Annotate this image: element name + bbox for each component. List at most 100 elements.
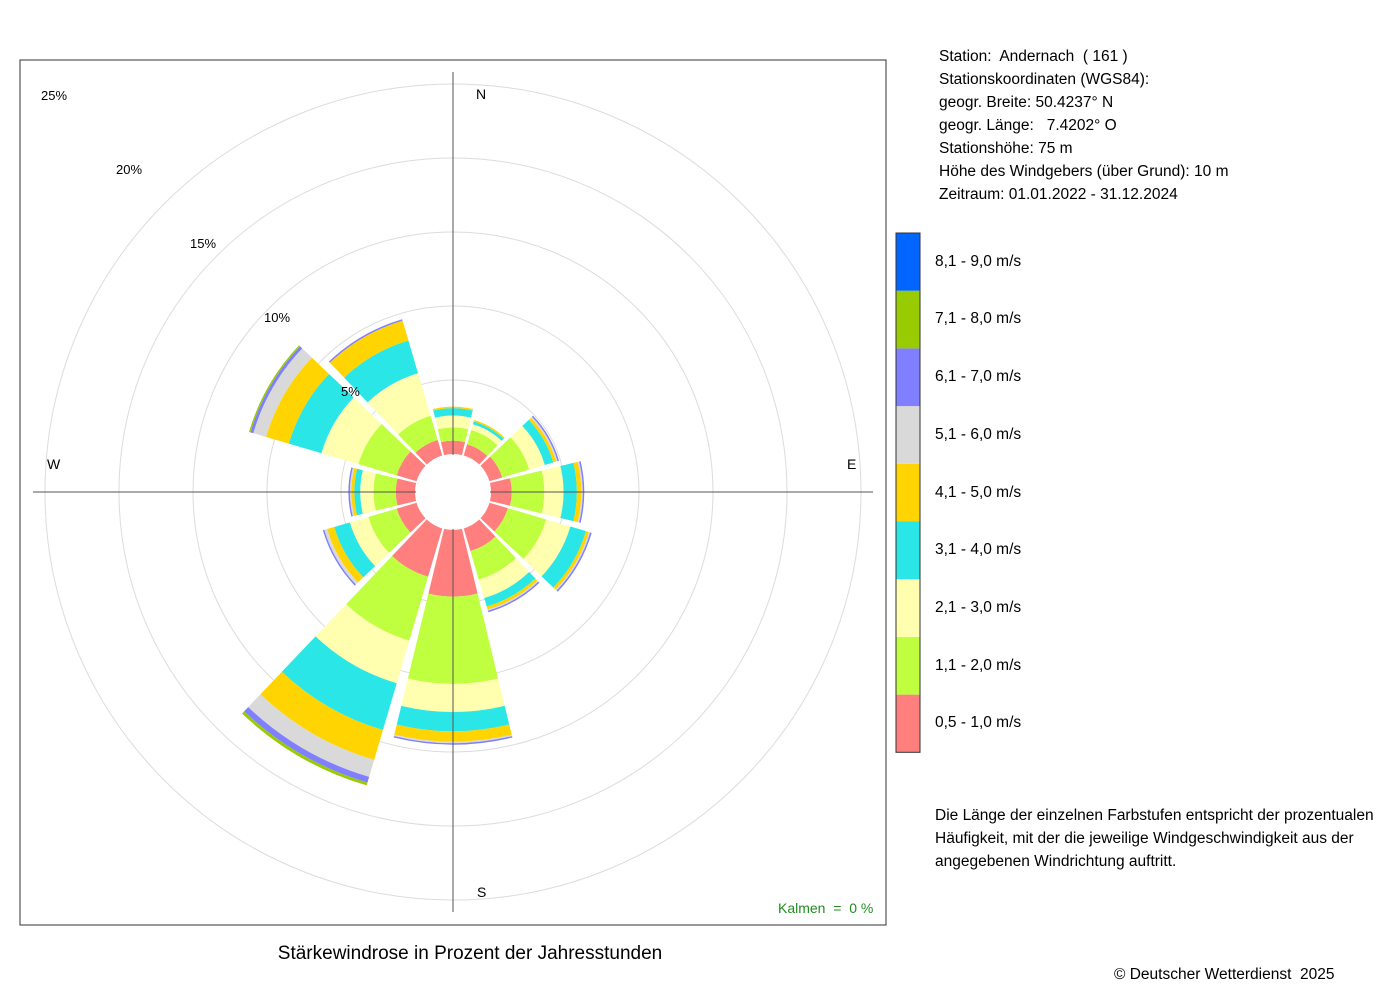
wedge-ene-class-2 [490,437,530,478]
wedge-wsw-class-3 [349,516,390,567]
legend-label-class-8: 7,1 - 8,0 m/s [935,310,1022,327]
wedge-w-class-7 [348,467,353,517]
explanation-note: Die Länge der einzelnen Farbstufen entsp… [935,807,1374,870]
compass-label-s: S [477,884,487,900]
wedge-nne-class-5 [473,420,505,439]
wedge-wnw-class-4 [288,373,354,454]
wedge-ssw-class-1 [392,519,443,577]
compass-label-n: N [476,86,487,102]
wedge-sse-class-6 [487,580,539,611]
wedge-nnw-class-1 [415,439,443,465]
wedge-nne-class-1 [463,444,488,465]
compass-label-w: W [47,456,61,472]
legend-label-class-5: 4,1 - 5,0 m/s [935,484,1022,501]
wedge-ene-class-5 [528,417,557,463]
wedge-ssw-class-6 [248,694,375,777]
legend-label-class-9: 8,1 - 9,0 m/s [935,253,1022,270]
legend-swatch-class-3 [896,579,920,637]
sensor-height: Höhe des Windgebers (über Grund): 10 m [939,163,1229,180]
legend-label-class-6: 5,1 - 6,0 m/s [935,426,1022,443]
wedge-sse-class-7 [487,581,540,613]
wedge-wsw-class-5 [327,526,364,583]
station-name: Station: Andernach ( 161 ) [939,48,1128,65]
center-disk [416,455,490,529]
legend-swatch-class-9 [896,233,920,291]
legend-swatch-class-5 [896,463,920,522]
wedge-ene-class-6 [530,416,558,462]
wedge-wnw-class-7 [250,346,303,434]
wedge-wsw-class-2 [368,508,411,553]
wedge-sse-class-2 [470,536,516,580]
wedge-e-class-7 [579,461,585,523]
wedge-w-class-6 [349,467,355,517]
calm-label: Kalmen = 0 % [778,900,874,916]
station-longitude: geogr. Länge: 7.4202° O [939,117,1117,134]
station-info: Station: Andernach ( 161 ) Stationskoord… [939,45,1228,206]
copyright-notice: © Deutscher Wetterdienst 2025 [1114,966,1335,983]
ring-label-5: 5% [341,384,360,399]
wedge-ese-class-1 [480,502,508,532]
legend-swatch-class-4 [896,521,920,580]
wedge-wnw-class-3 [321,397,382,465]
compass-label-e: E [847,456,857,472]
wedge-ene-class-3 [510,425,545,470]
wedge-wnw-class-2 [358,423,411,476]
plot-frame [19,59,887,926]
legend-swatch-class-2 [896,636,920,695]
ring-label-10: 10% [264,310,291,325]
wedge-nnw-class-3 [367,373,431,435]
wedge-e-class-6 [577,461,583,523]
plot-area [33,72,873,912]
station-coords-header: Stationskoordinaten (WGS84): [939,71,1150,88]
wedge-wsw-class-1 [396,502,426,533]
wedge-sse-class-4 [484,572,536,607]
station-height: Stationshöhe: 75 m [939,140,1073,157]
wedge-ssw-class-4 [281,636,397,731]
wedge-ssw-class-7 [244,707,370,783]
wedge-ssw-class-2 [346,555,429,641]
wedge-ene-class-4 [522,419,554,465]
wedge-nnw-class-5 [329,320,409,378]
legend-label-class-4: 3,1 - 4,0 m/s [935,541,1022,558]
legend-label-class-1: 0,5 - 1,0 m/s [935,714,1022,731]
wedge-ene-class-1 [480,456,503,482]
legend-swatch-class-7 [896,348,920,407]
wedge-ese-class-4 [541,526,586,588]
wedge-wnw-class-6 [253,348,312,437]
legend-label-class-2: 1,1 - 2,0 m/s [935,657,1022,674]
chart-title: Stärkewindrose in Prozent der Jahresstun… [277,943,663,964]
wedge-nne-class-2 [467,429,498,456]
wedge-ese-class-5 [553,531,589,590]
wedge-sse-class-1 [463,519,496,552]
ring-label-20: 20% [116,162,143,177]
wedge-sse-class-5 [486,578,538,610]
wedge-ssw-class-3 [315,604,410,684]
ring-label-25: 25% [41,88,68,103]
wedge-wnw-class-5 [266,357,330,444]
wedge-ese-class-3 [523,519,571,577]
station-latitude: geogr. Breite: 50.4237° N [939,94,1114,111]
wedge-wsw-class-4 [334,522,376,578]
wedge-s-class-7 [393,736,513,745]
wedge-wnw-class-1 [396,451,426,482]
wedge-nne-class-4 [472,421,504,441]
wedge-n-class-5 [432,406,474,411]
wedge-ese-class-2 [494,508,547,560]
wedge-ssw-class-5 [260,671,383,760]
time-period: Zeitraum: 01.01.2022 - 31.12.2024 [939,186,1178,203]
legend-swatch-class-6 [896,406,920,464]
legend-swatch-class-8 [896,290,920,349]
legend-frame [895,232,921,753]
wedge-nnw-class-2 [398,415,438,453]
legend-label-class-3: 2,1 - 3,0 m/s [935,599,1022,616]
ring-label-15: 15% [190,236,217,251]
wedge-nne-class-3 [471,424,502,446]
wedge-s-class-6 [393,734,513,744]
wedge-ene-class-7 [531,415,560,462]
wedge-sse-class-3 [478,558,530,599]
wedge-nnw-class-4 [344,340,419,403]
legend-label-class-7: 6,1 - 7,0 m/s [935,368,1022,385]
legend-colorbar [895,232,921,753]
wedge-wsw-class-6 [324,529,358,585]
